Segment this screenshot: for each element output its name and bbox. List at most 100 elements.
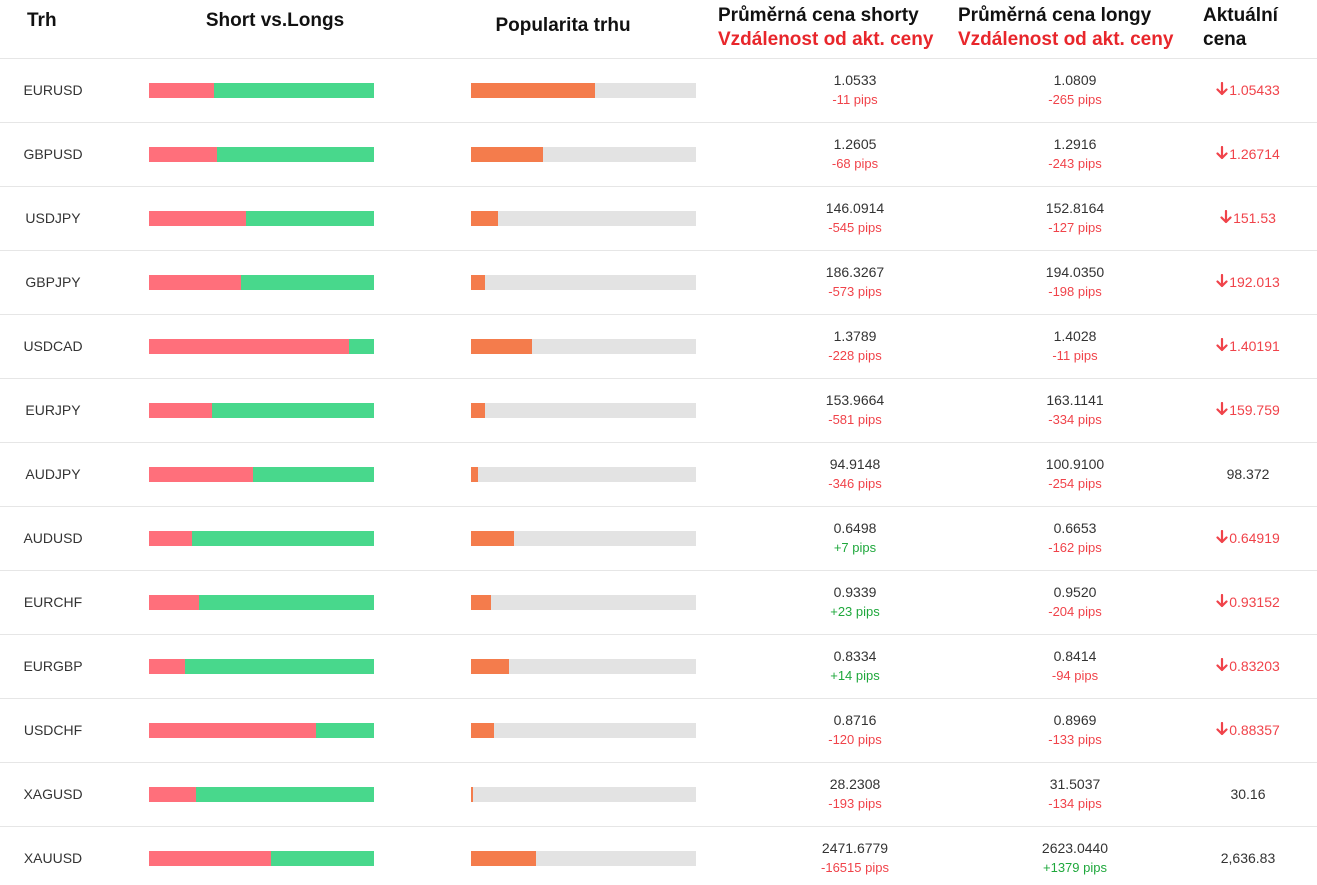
table-row[interactable]: AUDUSD 0.6498 +7 pips 0.6653 -162 pips 0.6491…: [0, 507, 1317, 571]
short-vs-long-bar: [149, 275, 374, 290]
current-price-cell: 159.759: [1190, 379, 1306, 442]
symbol-cell[interactable]: GBPUSD: [23, 146, 83, 162]
popularity-bar: [471, 659, 696, 674]
symbol-cell[interactable]: XAUUSD: [23, 850, 83, 866]
current-price-value: 1.26714: [1229, 146, 1280, 162]
avg-short-cell: 0.8334 +14 pips: [755, 646, 955, 686]
avg-short-pips: -68 pips: [831, 156, 879, 171]
short-vs-long-bar: [149, 403, 374, 418]
avg-short-cell: 0.9339 +23 pips: [755, 582, 955, 622]
symbol-cell[interactable]: EURCHF: [23, 594, 83, 610]
symbol-cell[interactable]: XAGUSD: [23, 786, 83, 802]
avg-short-pips: -120 pips: [828, 732, 882, 747]
table-row[interactable]: GBPUSD 1.2605 -68 pips 1.2916 -243 pips 1.267…: [0, 123, 1317, 187]
popularity-fill: [471, 339, 532, 354]
current-price-value: 98.372: [1226, 466, 1270, 482]
short-vs-long-bar: [149, 531, 374, 546]
header-current-price-line1: Aktuální: [1203, 5, 1278, 26]
avg-long-pips: -134 pips: [1048, 796, 1102, 811]
symbol-cell[interactable]: AUDUSD: [23, 530, 83, 546]
table-row[interactable]: EURUSD 1.0533 -11 pips 1.0809 -265 pips 1.054…: [0, 59, 1317, 123]
symbol-cell[interactable]: USDCHF: [23, 722, 83, 738]
popularity-fill: [471, 211, 498, 226]
symbol-cell[interactable]: EURGBP: [23, 658, 83, 674]
avg-long-pips: -198 pips: [1048, 284, 1102, 299]
table-row[interactable]: EURGBP 0.8334 +14 pips 0.8414 -94 pips 0.8320…: [0, 635, 1317, 699]
current-price-value: 151.53: [1233, 210, 1276, 226]
symbol-cell[interactable]: USDJPY: [25, 210, 81, 226]
avg-long-cell: 1.4028 -11 pips: [975, 326, 1175, 366]
avg-short-cell: 0.6498 +7 pips: [755, 518, 955, 558]
short-segment: [149, 339, 350, 354]
avg-long-cell: 152.8164 -127 pips: [975, 198, 1175, 238]
popularity-fill: [471, 83, 595, 98]
avg-short-pips: +23 pips: [830, 604, 880, 619]
short-vs-long-bar: [149, 339, 374, 354]
symbol-cell[interactable]: EURJPY: [25, 402, 81, 418]
short-segment: [149, 787, 197, 802]
short-segment: [149, 403, 212, 418]
avg-short-pips: -581 pips: [828, 412, 882, 427]
table-row[interactable]: XAUUSD 2471.6779 -16515 pips 2623.0440 +1379…: [0, 827, 1317, 885]
avg-long-cell: 0.6653 -162 pips: [975, 518, 1175, 558]
avg-short-cell: 2471.6779 -16515 pips: [755, 838, 955, 878]
current-price-value: 1.05433: [1229, 82, 1280, 98]
avg-short-pips: +7 pips: [833, 540, 877, 555]
symbol-cell[interactable]: USDCAD: [23, 338, 83, 354]
popularity-bar: [471, 275, 696, 290]
table-row[interactable]: USDCAD 1.3789 -228 pips 1.4028 -11 pips 1.401…: [0, 315, 1317, 379]
avg-short-pips: -228 pips: [828, 348, 882, 363]
popularity-fill: [471, 275, 485, 290]
avg-short-cell: 1.0533 -11 pips: [755, 70, 955, 110]
table-header: Trh Short vs.Longs Popularita trhu Průmě…: [0, 0, 1317, 59]
table-row[interactable]: USDCHF 0.8716 -120 pips 0.8969 -133 pips 0.88…: [0, 699, 1317, 763]
table-row[interactable]: AUDJPY 94.9148 -346 pips 100.9100 -254 pips 9…: [0, 443, 1317, 507]
popularity-bar: [471, 531, 696, 546]
avg-long-pips: -133 pips: [1048, 732, 1102, 747]
symbol-cell[interactable]: AUDJPY: [25, 466, 81, 482]
avg-long-cell: 1.2916 -243 pips: [975, 134, 1175, 174]
header-popularity: Popularita trhu: [495, 15, 631, 36]
header-avg-short: Průměrná cena shorty Vzdálenost od akt. …: [718, 4, 933, 52]
avg-long-price: 1.0809: [1053, 72, 1097, 88]
table-row[interactable]: XAGUSD 28.2308 -193 pips 31.5037 -134 pips 30…: [0, 763, 1317, 827]
avg-long-cell: 0.9520 -204 pips: [975, 582, 1175, 622]
table-row[interactable]: GBPJPY 186.3267 -573 pips 194.0350 -198 pips…: [0, 251, 1317, 315]
popularity-fill: [471, 851, 537, 866]
avg-long-pips: -265 pips: [1048, 92, 1102, 107]
avg-long-pips: -11 pips: [1052, 348, 1098, 363]
avg-short-price: 94.9148: [829, 456, 881, 472]
avg-long-price: 31.5037: [1049, 776, 1101, 792]
symbol-cell[interactable]: GBPJPY: [25, 274, 81, 290]
avg-long-pips: -94 pips: [1051, 668, 1099, 683]
short-vs-long-bar: [149, 211, 374, 226]
header-avg-long-sub: Vzdálenost od akt. ceny: [958, 29, 1174, 50]
table-row[interactable]: EURCHF 0.9339 +23 pips 0.9520 -204 pips 0.931…: [0, 571, 1317, 635]
table-row[interactable]: EURJPY 153.9664 -581 pips 163.1141 -334 pips…: [0, 379, 1317, 443]
arrow-down-icon: [1216, 274, 1228, 288]
avg-long-cell: 163.1141 -334 pips: [975, 390, 1175, 430]
avg-short-price: 146.0914: [825, 200, 885, 216]
current-price-value: 2,636.83: [1220, 850, 1276, 866]
popularity-bar: [471, 851, 696, 866]
avg-long-price: 0.8969: [1053, 712, 1097, 728]
avg-long-price: 152.8164: [1045, 200, 1105, 216]
short-vs-long-bar: [149, 659, 374, 674]
current-price-cell: 1.40191: [1190, 315, 1306, 378]
symbol-cell[interactable]: EURUSD: [23, 82, 83, 98]
avg-short-cell: 153.9664 -581 pips: [755, 390, 955, 430]
current-price-value: 0.83203: [1229, 658, 1280, 674]
short-segment: [149, 723, 316, 738]
current-price-cell: 98.372: [1190, 443, 1306, 506]
header-short-vs-longs: Short vs.Longs: [205, 10, 345, 31]
avg-short-price: 1.0533: [833, 72, 877, 88]
table-body: EURUSD 1.0533 -11 pips 1.0809 -265 pips 1.054…: [0, 59, 1317, 885]
popularity-bar: [471, 787, 696, 802]
avg-long-pips: -243 pips: [1048, 156, 1102, 171]
popularity-bar: [471, 723, 696, 738]
popularity-bar: [471, 147, 696, 162]
table-row[interactable]: USDJPY 146.0914 -545 pips 152.8164 -127 pips…: [0, 187, 1317, 251]
short-segment: [149, 83, 215, 98]
popularity-fill: [471, 467, 478, 482]
avg-short-price: 186.3267: [825, 264, 885, 280]
